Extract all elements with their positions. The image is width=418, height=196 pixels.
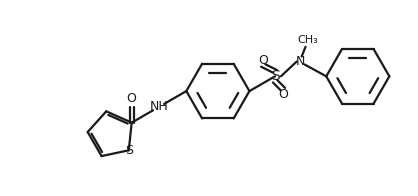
Text: S: S [125,144,133,157]
Text: CH₃: CH₃ [297,35,318,45]
Text: N: N [296,55,305,68]
Text: O: O [278,88,288,101]
Text: O: O [258,54,268,67]
Text: NH: NH [150,100,168,113]
Text: O: O [127,93,137,105]
Text: S: S [271,69,279,83]
